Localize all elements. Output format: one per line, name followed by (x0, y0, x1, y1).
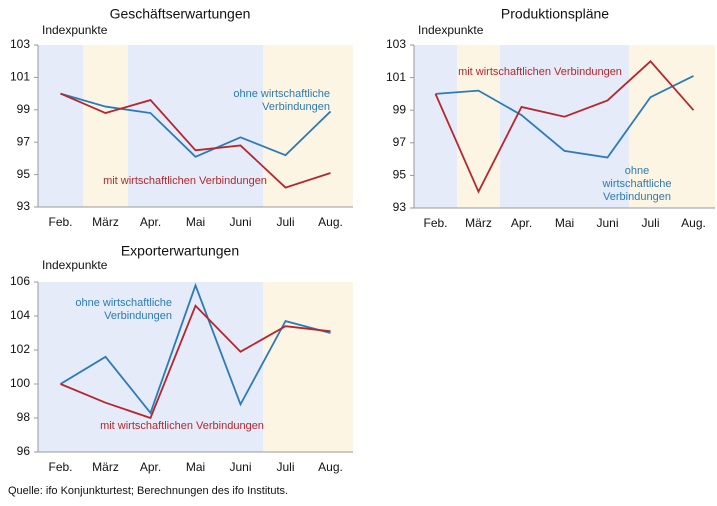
y-tick-label: 101 (10, 70, 30, 84)
x-tick-label: März (92, 460, 119, 474)
series-label: mit wirtschaftlichen Verbindungen (100, 420, 264, 432)
x-tick-label: Mai (555, 216, 574, 230)
background-band (83, 282, 128, 452)
series-line (60, 92, 331, 189)
y-tick-label: 106 (10, 274, 30, 288)
background-band (263, 282, 308, 452)
series-line (60, 282, 331, 415)
series-line (435, 75, 694, 159)
series-line (434, 60, 695, 194)
x-tick-label: Feb. (423, 216, 447, 230)
background-band (128, 282, 173, 452)
x-tick-label: Juli (641, 216, 659, 230)
background-band (308, 282, 353, 452)
series-line (60, 92, 332, 158)
background-band (38, 282, 83, 452)
background-band (218, 45, 263, 207)
x-tick-label: Apr. (140, 215, 161, 229)
y-tick-label: 100 (10, 376, 30, 390)
background-band (38, 45, 83, 207)
y-tick-label: 95 (393, 168, 407, 182)
background-band (543, 45, 586, 208)
x-tick-label: Apr. (140, 460, 161, 474)
x-tick-label: März (92, 215, 119, 229)
background-band (263, 45, 308, 207)
y-tick-label: 103 (386, 37, 406, 51)
y-axis-label: Indexpunkte (42, 23, 108, 37)
y-tick-label: 103 (10, 37, 30, 51)
series-label: ohne wirtschaftliche Verbindungen (75, 297, 172, 322)
series-label: mit wirtschaftlichen Verbindungen (458, 66, 622, 78)
y-tick-label: 99 (17, 102, 31, 116)
background-band (457, 45, 500, 208)
chart-title: Geschäftserwartungen (110, 6, 251, 22)
x-tick-label: Juli (276, 460, 294, 474)
x-tick-label: März (465, 216, 492, 230)
x-tick-label: Aug. (681, 216, 706, 230)
background-band (83, 45, 128, 207)
y-axis-label: Indexpunkte (418, 23, 484, 37)
x-tick-label: Mai (186, 460, 205, 474)
series-label: mit wirtschaftlichen Verbindungen (103, 175, 267, 187)
y-tick-label: 97 (17, 134, 31, 148)
x-tick-label: Feb. (48, 460, 72, 474)
x-tick-label: Aug. (318, 215, 343, 229)
y-tick-label: 97 (393, 135, 407, 149)
chart-title: Produktionspläne (501, 6, 609, 22)
background-band (672, 45, 715, 208)
y-tick-label: 98 (17, 410, 31, 424)
background-band (128, 45, 173, 207)
x-tick-label: Mai (186, 215, 205, 229)
series-label: ohne wirtschaftliche Verbindungen (233, 88, 330, 113)
x-tick-label: Juni (229, 460, 251, 474)
background-band (173, 45, 218, 207)
y-axis-label: Indexpunkte (42, 258, 108, 272)
x-tick-label: Juni (229, 215, 251, 229)
x-tick-label: Juni (596, 216, 618, 230)
x-tick-label: Juli (276, 215, 294, 229)
background-band (586, 45, 629, 208)
series-line (60, 304, 331, 420)
y-tick-label: 102 (10, 342, 30, 356)
chart-title: Exporterwartungen (121, 243, 239, 259)
background-band (629, 45, 672, 208)
x-tick-label: Aug. (318, 460, 343, 474)
background-band (173, 282, 218, 452)
y-tick-label: 95 (17, 167, 31, 181)
x-tick-label: Apr. (511, 216, 532, 230)
y-tick-label: 96 (17, 444, 31, 458)
x-tick-label: Feb. (48, 215, 72, 229)
y-tick-label: 93 (393, 200, 407, 214)
y-tick-label: 93 (17, 199, 31, 213)
y-tick-label: 104 (10, 308, 30, 322)
y-tick-label: 101 (386, 70, 406, 84)
source: Quelle: ifo Konjunkturtest; Berechnungen… (8, 485, 289, 497)
series-label: ohne wirtschaftliche Verbindungen (602, 165, 672, 203)
y-tick-label: 99 (393, 102, 407, 116)
